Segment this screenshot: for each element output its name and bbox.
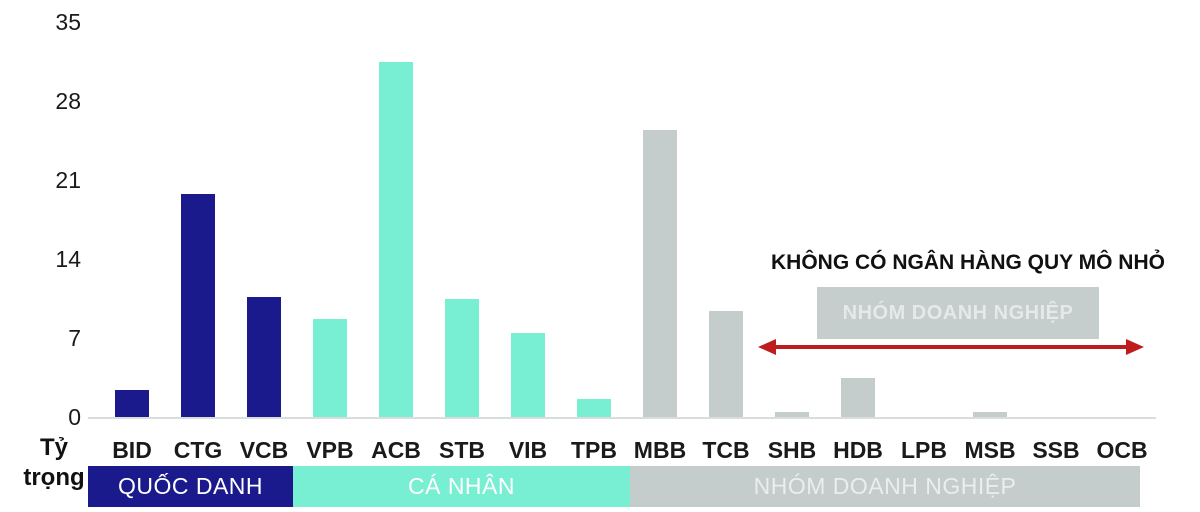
y-tick-0: 0: [68, 404, 81, 430]
group-band-2: CÁ NHÂN: [293, 466, 630, 507]
x-label-CTG: CTG: [173, 437, 223, 463]
x-label-LPB: LPB: [901, 437, 947, 463]
y-axis-title: Tỷ trọng: [15, 433, 93, 493]
bar-VPB: [313, 319, 347, 417]
bar-HDB: [841, 378, 875, 417]
x-label-VCB: VCB: [239, 437, 289, 463]
x-label-VIB: VIB: [508, 437, 548, 463]
y-tick-21: 21: [55, 167, 81, 193]
double-arrow-icon: [758, 339, 1144, 355]
bar-CTG: [181, 194, 215, 417]
y-axis-title-line1: Tỷ: [39, 434, 68, 461]
x-label-STB: STB: [439, 437, 485, 463]
x-axis-line: [88, 417, 1156, 419]
annotation-title: KHÔNG CÓ NGÂN HÀNG QUY MÔ NHỎ: [771, 251, 1165, 274]
annotation-box-label: NHÓM DOANH NGHIỆP: [817, 287, 1099, 339]
bar-VCB: [247, 297, 281, 417]
x-label-ACB: ACB: [371, 437, 421, 463]
y-tick-28: 28: [55, 88, 81, 114]
y-tick-35: 35: [55, 9, 81, 35]
bar-BID: [115, 390, 149, 417]
group-band-1: QUỐC DANH: [88, 466, 293, 507]
x-label-SHB: SHB: [767, 437, 817, 463]
x-label-VPB: VPB: [306, 437, 354, 463]
x-label-SSB: SSB: [1032, 437, 1080, 463]
group-band-3: NHÓM DOANH NGHIỆP: [630, 466, 1140, 507]
x-label-OCB: OCB: [1096, 437, 1148, 463]
bar-ACB: [379, 62, 413, 417]
bar-STB: [445, 299, 479, 417]
x-label-MBB: MBB: [633, 437, 687, 463]
x-label-TCB: TCB: [702, 437, 750, 463]
bar-TCB: [709, 311, 743, 417]
y-axis-title-line2: trọng: [23, 464, 85, 491]
bar-SHB: [775, 412, 809, 417]
bar-MSB: [973, 412, 1007, 417]
x-label-HDB: HDB: [833, 437, 883, 463]
bar-VIB: [511, 333, 545, 417]
x-label-BID: BID: [112, 437, 152, 463]
x-label-TPB: TPB: [571, 437, 617, 463]
y-tick-7: 7: [68, 325, 81, 351]
y-tick-14: 14: [55, 246, 81, 272]
bar-MBB: [643, 130, 677, 417]
bar-TPB: [577, 399, 611, 417]
x-label-MSB: MSB: [964, 437, 1016, 463]
